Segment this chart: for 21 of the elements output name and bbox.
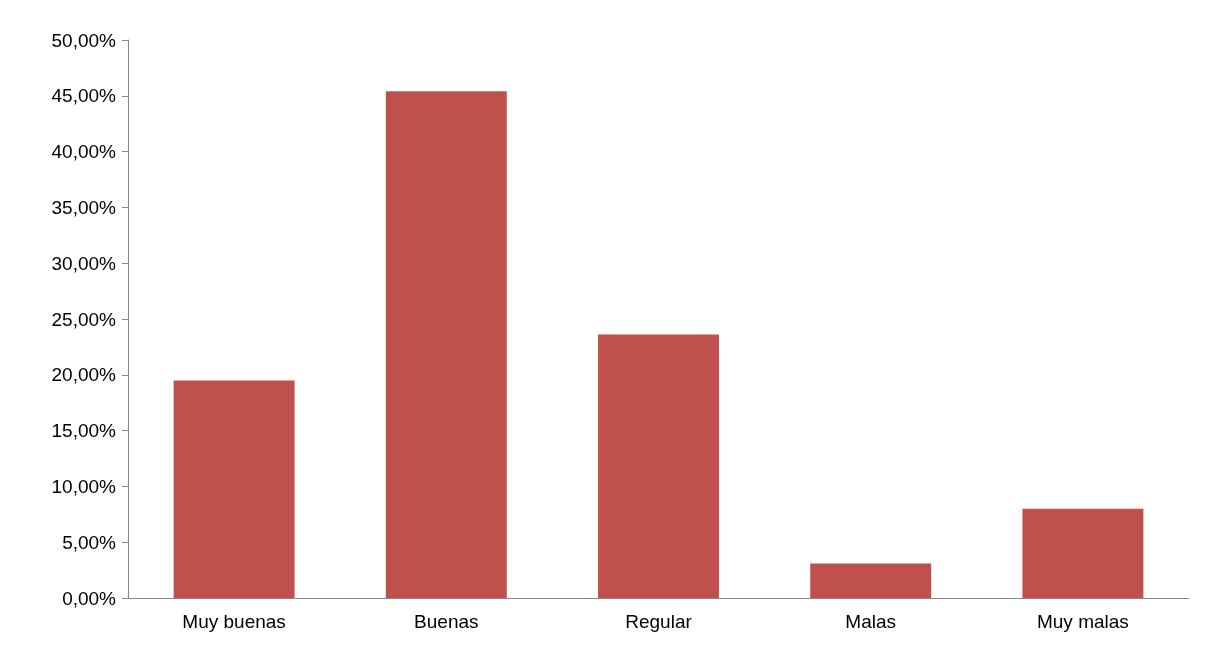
y-tick-label: 45,00%	[51, 85, 117, 107]
bar	[810, 563, 932, 598]
y-tick-label: 0,00%	[62, 587, 117, 609]
x-tick-label: Buenas	[414, 611, 479, 632]
x-tick-label: Malas	[845, 611, 897, 632]
y-tick-label: 25,00%	[51, 308, 117, 330]
y-tick-label: 5,00%	[62, 531, 117, 553]
y-tick-label: 30,00%	[51, 252, 117, 274]
bar	[173, 380, 295, 598]
y-tick-label: 40,00%	[51, 141, 117, 163]
y-tick-label: 20,00%	[51, 364, 117, 386]
x-tick-label: Muy malas	[1036, 611, 1129, 632]
y-tick-label: 35,00%	[51, 196, 117, 218]
bar	[385, 91, 507, 598]
y-tick-label: 10,00%	[51, 475, 117, 497]
bar	[598, 334, 719, 598]
y-tick-label: 50,00%	[51, 29, 117, 51]
x-tick-label: Muy buenas	[182, 611, 286, 632]
y-tick-label: 15,00%	[51, 420, 117, 442]
x-tick-label: Regular	[625, 611, 693, 632]
bar	[1022, 508, 1144, 598]
